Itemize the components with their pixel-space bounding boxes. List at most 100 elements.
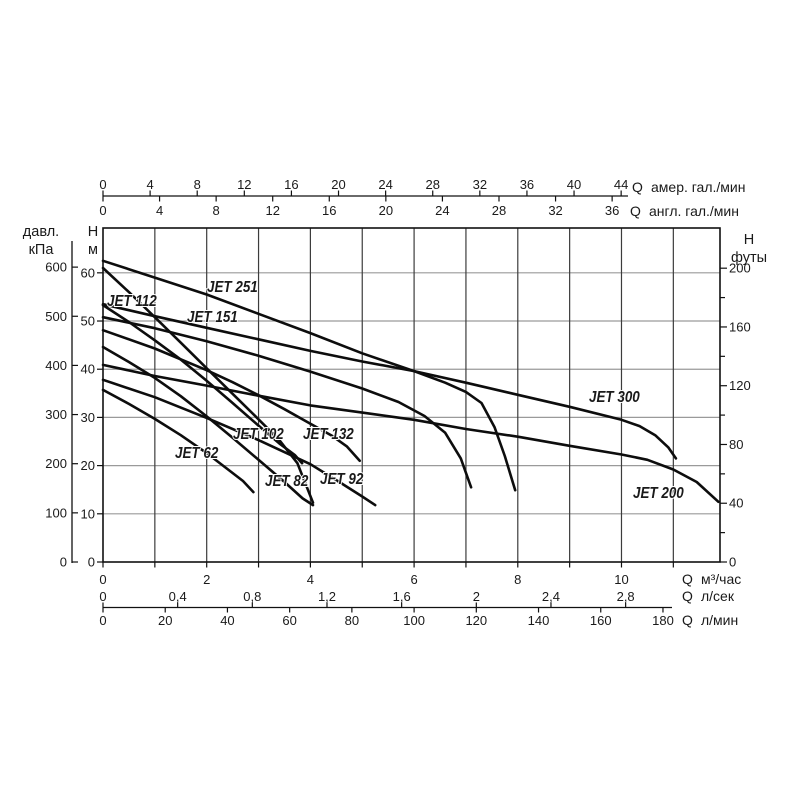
axis-left-kpa: 0 100 200 300 400 500 600 давл. кПа [23, 224, 78, 570]
curve-jet-151 [101, 315, 473, 489]
plot-border [102, 227, 721, 563]
lmin-tick: 160 [590, 613, 612, 628]
lmin-tick: 120 [465, 613, 487, 628]
q-letter-imp-gpm: Q [630, 203, 641, 219]
lmin-tick: 80 [345, 613, 359, 628]
us-gpm-tick: 40 [567, 177, 581, 192]
ls-tick: 2,8 [617, 589, 635, 604]
q-letter-lmin: Q [682, 612, 693, 628]
kpa-tick: 200 [45, 456, 67, 471]
pump-curves: JET 251 JET 112 JET 151 JET 102 JET 132 JET 6… [101, 259, 720, 507]
curve-jet-200 [101, 363, 720, 504]
head-header: H [88, 224, 98, 240]
curve-jet-62 [101, 388, 255, 494]
curve-label-jet-200: JET 200 [633, 485, 684, 502]
us-gpm-tick: 12 [237, 177, 251, 192]
head-ft-unit-header: футы [731, 250, 767, 266]
us-gpm-tick: 24 [378, 177, 392, 192]
us-gpm-tick: 16 [284, 177, 298, 192]
pressure-unit-header: кПа [29, 242, 55, 258]
m3h-tick: 4 [307, 572, 314, 587]
curve-jet-251 [101, 259, 517, 492]
us-gpm-tick: 36 [520, 177, 534, 192]
curve-jet-82 [101, 345, 315, 507]
head-m-tick: 40 [81, 362, 95, 377]
head-ft-tick: 160 [729, 319, 751, 334]
ls-tick: 0,4 [169, 589, 187, 604]
curve-label-jet-300: JET 300 [589, 389, 640, 406]
head-ft-tick: 80 [729, 437, 743, 452]
imp-gpm-tick: 28 [492, 203, 506, 218]
head-ft-tick: 0 [729, 555, 736, 570]
ls-tick: 1,6 [393, 589, 411, 604]
imp-gpm-tick: 32 [548, 203, 562, 218]
curve-label-jet-82: JET 82 [265, 473, 309, 490]
ls-tick: 0,8 [243, 589, 261, 604]
curve-jet-300 [101, 302, 678, 460]
imp-gpm-tick: 16 [322, 203, 336, 218]
imp-gpm-tick: 36 [605, 203, 619, 218]
ls-tick: 2 [473, 589, 480, 604]
us-gpm-tick: 28 [425, 177, 439, 192]
q-letter-us-gpm: Q [632, 179, 643, 195]
q-letter-ls: Q [682, 588, 693, 604]
curve-jet-102 [101, 303, 304, 465]
head-ft-header: H [744, 232, 754, 248]
imp-gpm-tick: 20 [379, 203, 393, 218]
imp-gpm-tick: 8 [213, 203, 220, 218]
us-gpm-tick: 32 [473, 177, 487, 192]
imp-gpm-tick: 0 [99, 203, 106, 218]
imp-gpm-tick: 24 [435, 203, 449, 218]
curve-jet-132 [101, 328, 362, 463]
head-m-tick: 0 [88, 555, 95, 570]
us-gpm-tick: 20 [331, 177, 345, 192]
pressure-header: давл. [23, 224, 59, 240]
head-m-tick: 60 [81, 265, 95, 280]
unit-lmin: л/мин [701, 612, 738, 628]
head-ft-tick: 200 [729, 261, 751, 276]
lmin-tick: 60 [282, 613, 296, 628]
curve-label-jet-62: JET 62 [175, 445, 219, 462]
head-m-tick: 30 [81, 410, 95, 425]
axis-left-metres: 0 10 20 30 40 50 60 Hм [81, 224, 103, 570]
m3h-tick: 8 [514, 572, 521, 587]
m3h-tick: 2 [203, 572, 210, 587]
ls-tick: 2,4 [542, 589, 560, 604]
curve-label-jet-112: JET 112 [107, 293, 157, 310]
head-ft-tick: 120 [729, 378, 751, 393]
unit-imp-gpm: англ. гал./мин [649, 203, 739, 219]
curve-label-jet-151: JET 151 [187, 309, 238, 326]
kpa-tick: 0 [60, 555, 67, 570]
ls-tick: 1,2 [318, 589, 336, 604]
imp-gpm-tick: 4 [156, 203, 163, 218]
curve-label-jet-92: JET 92 [320, 471, 364, 488]
imp-gpm-tick: 12 [265, 203, 279, 218]
q-letter-m3h: Q [682, 571, 693, 587]
m3h-tick: 10 [614, 572, 628, 587]
ls-tick: 0 [99, 589, 106, 604]
head-m-tick: 10 [81, 506, 95, 521]
lmin-tick: 20 [158, 613, 172, 628]
curve-jet-92 [101, 378, 377, 507]
m3h-tick: 0 [99, 572, 106, 587]
m3h-tick: 6 [410, 572, 417, 587]
unit-m3h: м³/час [701, 571, 741, 587]
us-gpm-tick: 0 [99, 177, 106, 192]
unit-us-gpm: амер. гал./мин [651, 179, 745, 195]
lmin-tick: 140 [528, 613, 550, 628]
curve-label-jet-251: JET 251 [207, 279, 258, 296]
head-ft-tick: 40 [729, 496, 743, 511]
kpa-tick: 400 [45, 358, 67, 373]
us-gpm-tick: 8 [194, 177, 201, 192]
curve-label-jet-102: JET 102 [233, 426, 284, 443]
head-m-tick: 50 [81, 314, 95, 329]
lmin-tick: 180 [652, 613, 674, 628]
head-m-unit-header: м [88, 242, 98, 258]
kpa-tick: 500 [45, 309, 67, 324]
